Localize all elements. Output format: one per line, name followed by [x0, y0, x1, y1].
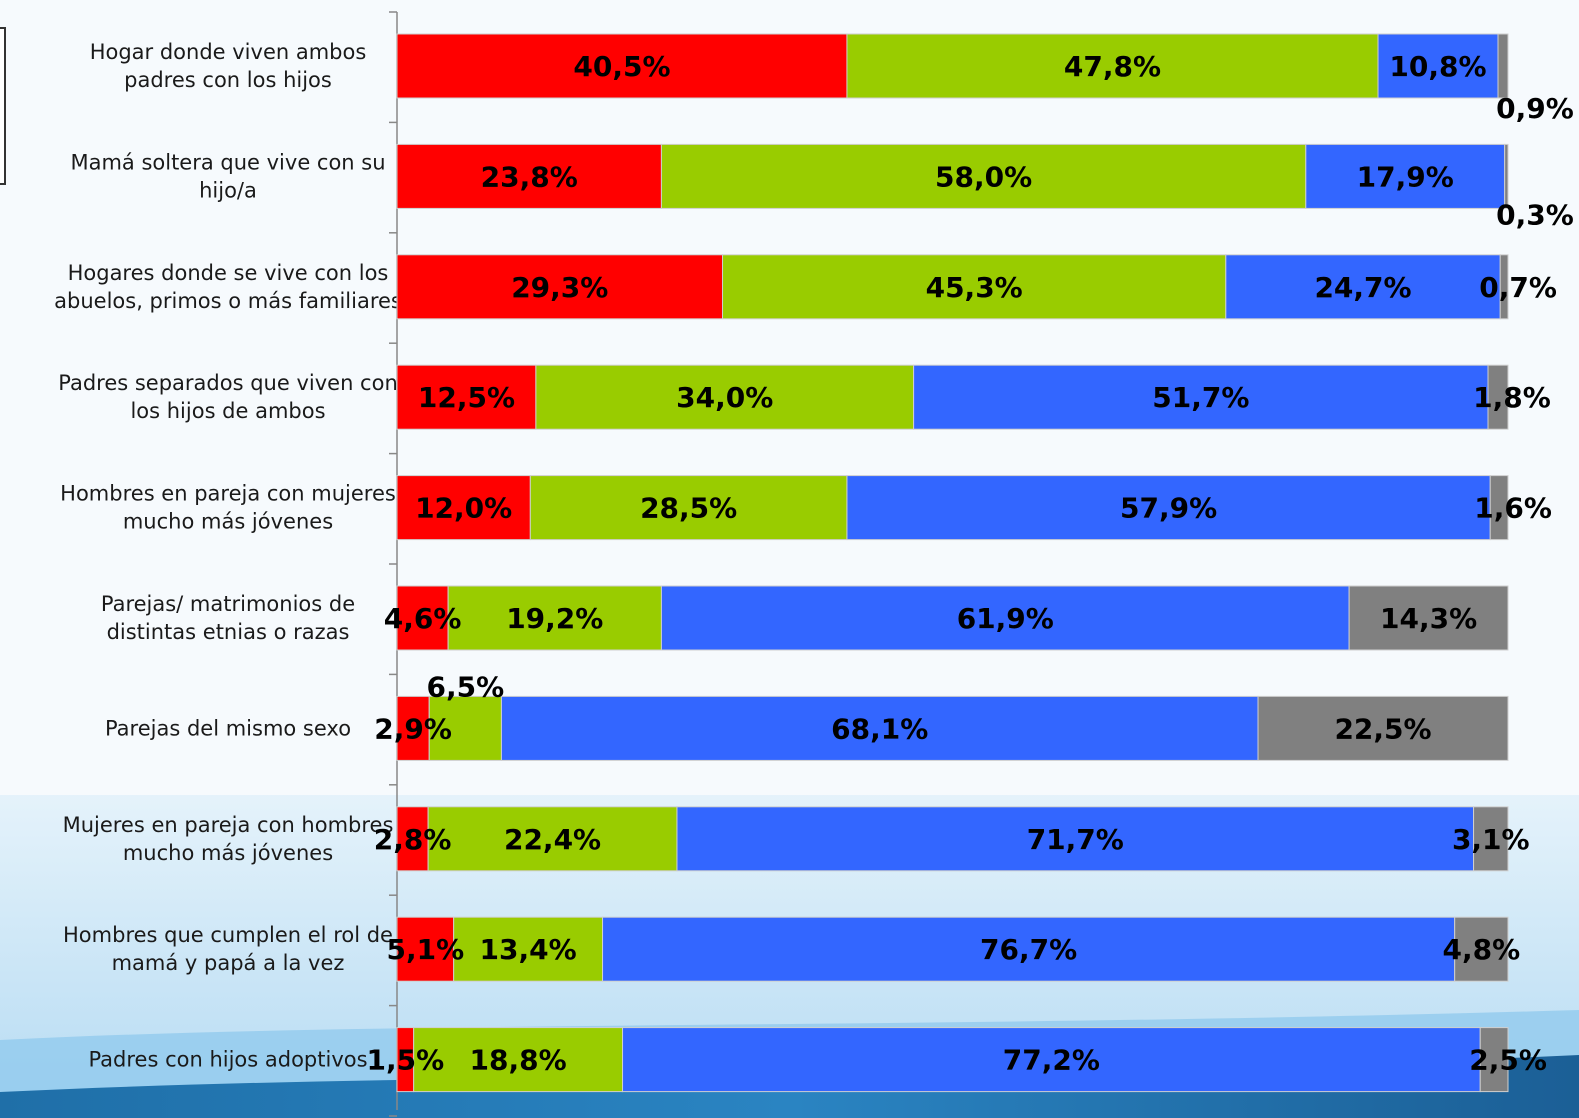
- bar-segment: [846, 33, 1379, 99]
- bar-segment: [396, 916, 455, 982]
- bar-segment: [396, 475, 531, 541]
- data-label: 28,5%: [640, 492, 737, 525]
- data-label: 34,0%: [676, 381, 773, 414]
- bar-segment: [1377, 33, 1499, 99]
- bar-segment: [428, 695, 502, 761]
- data-label: 1,6%: [1474, 492, 1552, 525]
- data-label: 0,9%: [1496, 92, 1574, 125]
- bar-segment: [660, 585, 1350, 651]
- category-label: Padres separados que viven con los hijos …: [58, 371, 398, 423]
- data-label: 23,8%: [481, 160, 578, 193]
- category-label: Hogares donde se vive con los abuelos, pr…: [54, 261, 402, 313]
- data-label: 12,0%: [415, 492, 512, 525]
- data-label: 57,9%: [1120, 492, 1217, 525]
- bar-segment: [396, 33, 848, 99]
- data-label: 51,7%: [1152, 381, 1249, 414]
- bar-segment: [535, 364, 915, 430]
- data-label: 12,5%: [418, 381, 515, 414]
- bar-segment: [660, 143, 1307, 209]
- data-label: 45,3%: [926, 271, 1023, 304]
- bar-segment: [396, 254, 724, 320]
- category-label: Hombres que cumplen el rol de mamá y papá…: [63, 923, 393, 975]
- data-label: 71,7%: [1027, 823, 1124, 856]
- data-label: 2,8%: [374, 823, 452, 856]
- bar-segment: [1257, 695, 1509, 761]
- bar-segment: [1504, 143, 1509, 209]
- data-label: 47,8%: [1064, 50, 1161, 83]
- bar-segment: [1499, 254, 1509, 320]
- bar-segment: [722, 254, 1227, 320]
- bar-segment: [1487, 364, 1509, 430]
- category-label: Parejas/ matrimonios de distintas etnias …: [101, 592, 355, 644]
- data-label: 29,3%: [511, 271, 608, 304]
- bar-segment: [396, 695, 430, 761]
- bar-segment: [413, 1027, 624, 1093]
- data-label: 18,8%: [470, 1044, 567, 1077]
- category-label: Padres con hijos adoptivos: [88, 1048, 367, 1072]
- bar-segment: [622, 1027, 1481, 1093]
- data-label: 40,5%: [573, 50, 670, 83]
- bar-segment: [396, 806, 429, 872]
- bar-segment: [427, 806, 678, 872]
- data-label: 0,3%: [1496, 198, 1574, 231]
- data-label: 19,2%: [506, 602, 603, 635]
- data-label: 3,1%: [1452, 823, 1530, 856]
- data-label: 13,4%: [480, 933, 577, 966]
- bar-segment: [1489, 475, 1509, 541]
- data-label: 22,5%: [1334, 712, 1431, 745]
- bar-segment: [396, 585, 449, 651]
- data-label: 10,8%: [1389, 50, 1486, 83]
- bar-segment: [529, 475, 848, 541]
- data-label: 5,1%: [387, 933, 465, 966]
- legend-box: [0, 27, 6, 185]
- category-label: Hombres en pareja con mujeres mucho más j…: [60, 482, 396, 534]
- bar-segment: [1473, 806, 1509, 872]
- category-label: Hogar donde viven ambos padres con los hi…: [90, 40, 367, 92]
- bar-segment: [602, 916, 1456, 982]
- data-label: 76,7%: [980, 933, 1077, 966]
- bar-segment: [1454, 916, 1509, 982]
- bar-segment: [500, 695, 1259, 761]
- category-label: Parejas del mismo sexo: [105, 716, 351, 740]
- data-label: 14,3%: [1380, 602, 1477, 635]
- data-label: 2,9%: [374, 712, 452, 745]
- data-label: 1,8%: [1473, 381, 1551, 414]
- data-label: 2,5%: [1469, 1044, 1547, 1077]
- bar-segment: [1348, 585, 1509, 651]
- data-label: 61,9%: [957, 602, 1054, 635]
- data-label: 58,0%: [935, 160, 1032, 193]
- bar-segment: [1497, 33, 1509, 99]
- data-label: 77,2%: [1003, 1044, 1100, 1077]
- category-label: Mamá soltera que vive con su hijo/a: [70, 150, 385, 202]
- data-label: 17,9%: [1357, 160, 1454, 193]
- data-label: 4,6%: [384, 602, 462, 635]
- bar-segment: [1479, 1027, 1509, 1093]
- data-label: 0,7%: [1479, 271, 1557, 304]
- category-label: Mujeres en pareja con hombres mucho más j…: [63, 813, 394, 865]
- bar-segment: [846, 475, 1491, 541]
- bar-segment: [1225, 254, 1501, 320]
- data-label: 68,1%: [831, 712, 928, 745]
- data-label: 24,7%: [1314, 271, 1411, 304]
- bar-segment: [447, 585, 662, 651]
- data-label: 1,5%: [367, 1044, 445, 1077]
- data-label: 4,8%: [1443, 933, 1521, 966]
- bar-segment: [1305, 143, 1506, 209]
- data-label: 6,5%: [426, 670, 504, 703]
- data-label: 22,4%: [504, 823, 601, 856]
